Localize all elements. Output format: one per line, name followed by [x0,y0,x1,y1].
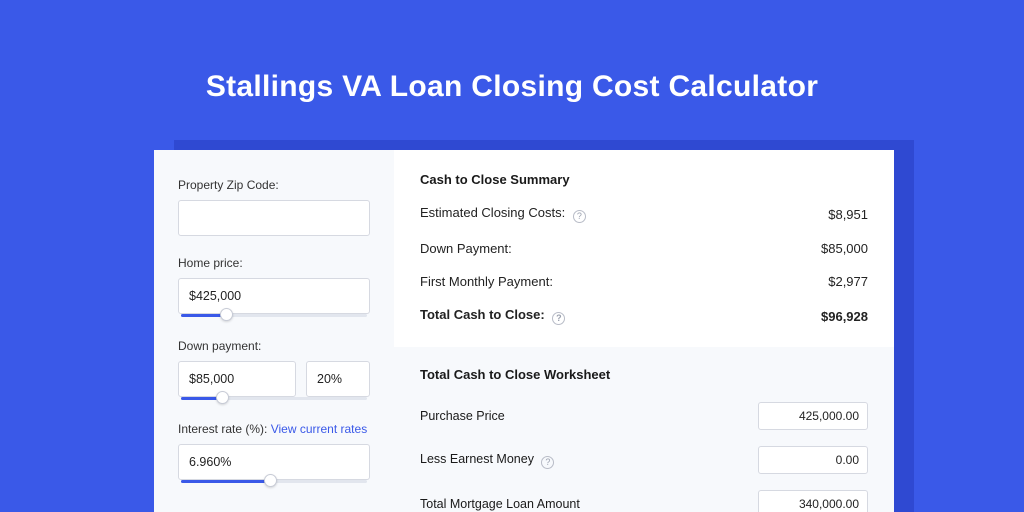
down-payment-slider[interactable] [178,396,370,402]
slider-fill [181,480,267,483]
summary-total-label: Total Cash to Close: ? [420,307,565,325]
worksheet-panel: Total Cash to Close Worksheet Purchase P… [394,347,894,512]
interest-slider[interactable] [178,479,370,485]
worksheet-row-label: Total Mortgage Loan Amount [420,497,580,511]
summary-row-label: Down Payment: [420,241,512,256]
summary-total-label-text: Total Cash to Close: [420,307,545,322]
earnest-money-input[interactable] [758,446,868,474]
page: Stallings VA Loan Closing Cost Calculato… [0,0,1024,512]
summary-row-value: $8,951 [828,207,868,222]
worksheet-row: Purchase Price [420,402,868,430]
help-icon[interactable]: ? [573,210,586,223]
slider-fill [181,314,223,317]
interest-label: Interest rate (%): View current rates [178,422,370,436]
purchase-price-input[interactable] [758,402,868,430]
slider-thumb[interactable] [264,474,277,487]
worksheet-row-label: Less Earnest Money ? [420,452,554,469]
worksheet-row-label-text: Less Earnest Money [420,452,534,466]
home-price-field-group: Home price: [178,256,370,319]
view-rates-link[interactable]: View current rates [271,422,368,436]
summary-row-value: $2,977 [828,274,868,289]
help-icon[interactable]: ? [552,312,565,325]
summary-row-label-text: Estimated Closing Costs: [420,205,565,220]
interest-field-group: Interest rate (%): View current rates [178,422,370,485]
page-title: Stallings VA Loan Closing Cost Calculato… [0,70,1024,104]
summary-row-label: Estimated Closing Costs: ? [420,205,586,223]
zip-field-group: Property Zip Code: [178,178,370,236]
summary-row-label: First Monthly Payment: [420,274,553,289]
down-payment-input[interactable] [178,361,296,397]
slider-thumb[interactable] [216,391,229,404]
summary-row: Down Payment: $85,000 [420,241,868,274]
zip-input[interactable] [178,200,370,236]
down-payment-field-group: Down payment: [178,339,370,402]
home-price-slider[interactable] [178,313,370,319]
calculator-card: Property Zip Code: Home price: Down paym… [154,150,894,512]
summary-title: Cash to Close Summary [420,172,868,187]
slider-fill [181,397,219,400]
worksheet-title: Total Cash to Close Worksheet [420,367,868,382]
home-price-input[interactable] [178,278,370,314]
sidebar: Property Zip Code: Home price: Down paym… [154,150,394,512]
worksheet-row: Less Earnest Money ? [420,446,868,474]
home-price-label: Home price: [178,256,370,270]
summary-row-value: $85,000 [821,241,868,256]
worksheet-row: Total Mortgage Loan Amount [420,490,868,512]
interest-label-text: Interest rate (%): [178,422,271,436]
zip-label: Property Zip Code: [178,178,370,192]
worksheet-row-label: Purchase Price [420,409,505,423]
summary-row: Estimated Closing Costs: ? $8,951 [420,205,868,241]
summary-row: First Monthly Payment: $2,977 [420,274,868,307]
down-payment-label: Down payment: [178,339,370,353]
summary-total-value: $96,928 [821,309,868,324]
summary-total-row: Total Cash to Close: ? $96,928 [420,307,868,343]
slider-thumb[interactable] [220,308,233,321]
mortgage-amount-input[interactable] [758,490,868,512]
help-icon[interactable]: ? [541,456,554,469]
main-panel: Cash to Close Summary Estimated Closing … [394,150,894,512]
down-payment-percent-input[interactable] [306,361,370,397]
